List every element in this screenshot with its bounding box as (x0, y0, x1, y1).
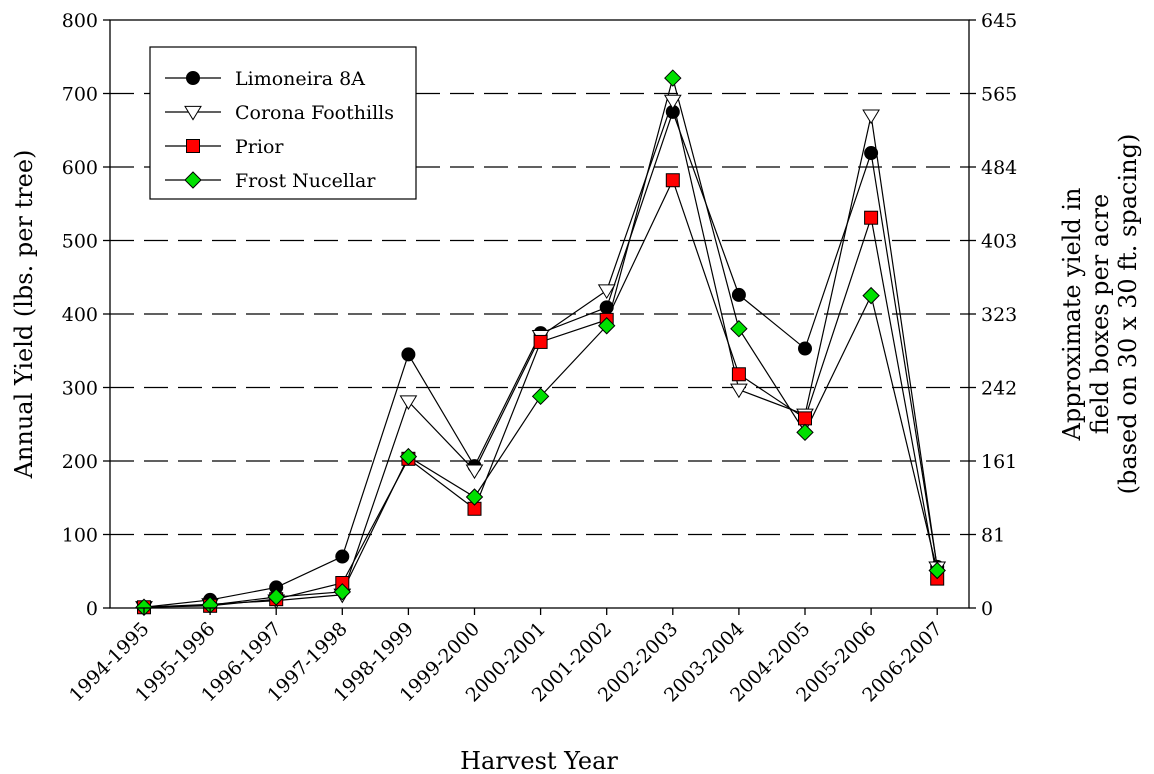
data-point (599, 300, 614, 315)
data-point (665, 173, 680, 188)
x-axis-title: Harvest Year (460, 747, 618, 774)
y-tick-label: 300 (62, 378, 98, 400)
data-point (533, 334, 548, 349)
data-point (531, 387, 550, 406)
legend-item: Prior (165, 136, 284, 158)
data-point (798, 341, 812, 356)
data-point (335, 549, 350, 564)
y-axis-left: 0 100 200 300 400 500 600 700 800 (62, 10, 110, 620)
data-point (928, 561, 946, 580)
legend-marker (186, 139, 200, 153)
legend-items: Limoneira 8A Corona Foothills Prior Frost N… (165, 68, 394, 192)
y2-tick-label: 81 (981, 525, 1005, 547)
legend-marker (184, 105, 202, 121)
data-point (663, 94, 682, 110)
y-tick-label: 0 (86, 598, 98, 620)
data-point (465, 464, 484, 480)
y2-tick-label: 645 (981, 10, 1017, 32)
data-point (399, 447, 418, 466)
legend-label: Prior (235, 136, 284, 158)
y2-tick-label: 484 (981, 157, 1017, 179)
series-4-points (135, 69, 946, 616)
data-point (597, 317, 616, 335)
y-tick-label: 100 (62, 525, 98, 547)
y-tick-label: 600 (62, 157, 98, 179)
data-point (333, 583, 352, 601)
legend-item: Frost Nucellar (165, 170, 376, 192)
legend-marker (186, 71, 200, 85)
data-point (796, 423, 814, 442)
data-point (135, 598, 153, 616)
legend-marker (184, 171, 202, 189)
data-point (401, 347, 416, 362)
data-point (730, 383, 748, 399)
data-point (731, 367, 746, 382)
data-point (864, 146, 879, 161)
y2-tick-label: 242 (981, 378, 1017, 400)
data-point (731, 287, 746, 302)
y2-tick-label: 565 (981, 84, 1017, 106)
legend-label: Corona Foothills (235, 102, 394, 124)
y2-tick-label: 161 (981, 451, 1017, 473)
y-tick-label: 200 (62, 451, 98, 473)
data-point (267, 588, 285, 606)
legend-item: Limoneira 8A (165, 68, 365, 90)
data-point (664, 69, 682, 87)
data-point (798, 411, 812, 426)
data-point (399, 395, 418, 411)
legend-item: Corona Foothills (165, 102, 394, 124)
y-tick-label: 700 (62, 84, 98, 106)
data-point (597, 284, 616, 300)
y2-tick-label: 323 (981, 304, 1017, 326)
y2-axis-title-line-1: Approximate yield in (1058, 188, 1086, 442)
legend-label: Limoneira 8A (235, 68, 365, 90)
data-point (730, 319, 748, 338)
data-point (862, 109, 880, 125)
legend: Limoneira 8A Corona Foothills Prior Frost N… (149, 46, 417, 200)
y2-axis-title-line-2: field boxes per acre (1086, 194, 1114, 434)
y-tick-label: 400 (62, 304, 98, 326)
data-point (862, 286, 880, 305)
data-point (465, 488, 484, 506)
data-point (864, 210, 879, 225)
y2-axis-title-line-3: (based on 30 x 30 ft. spacing) (1114, 134, 1142, 495)
legend-label: Frost Nucellar (235, 170, 376, 192)
y2-tick-label: 403 (981, 231, 1017, 253)
y-tick-label: 500 (62, 231, 98, 253)
y-tick-label: 800 (62, 10, 98, 32)
y-axis-title: Annual Yield (lbs. per tree) (10, 150, 38, 480)
series-layer (135, 69, 947, 616)
y2-tick-label: 0 (981, 598, 993, 620)
x-axis: 1994-19951995-19961996-19971997-19981998… (65, 608, 947, 706)
y-axis-right: 0 81 161 242 323 403 484 565 645 (969, 10, 1017, 620)
